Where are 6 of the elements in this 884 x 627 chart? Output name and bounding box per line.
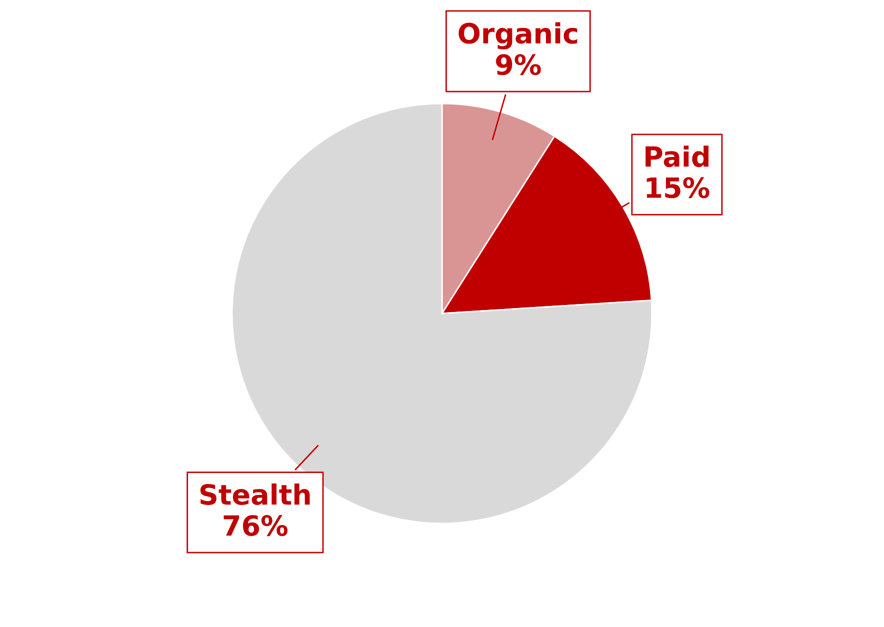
data-label: 9% [496, 54, 541, 76]
slice-label: Paid [646, 146, 708, 168]
data-label: 76% [224, 515, 288, 536]
slice-label: Stealth [200, 483, 310, 505]
slice-label: Organic [458, 22, 578, 50]
data-label: 15% [646, 177, 710, 198]
